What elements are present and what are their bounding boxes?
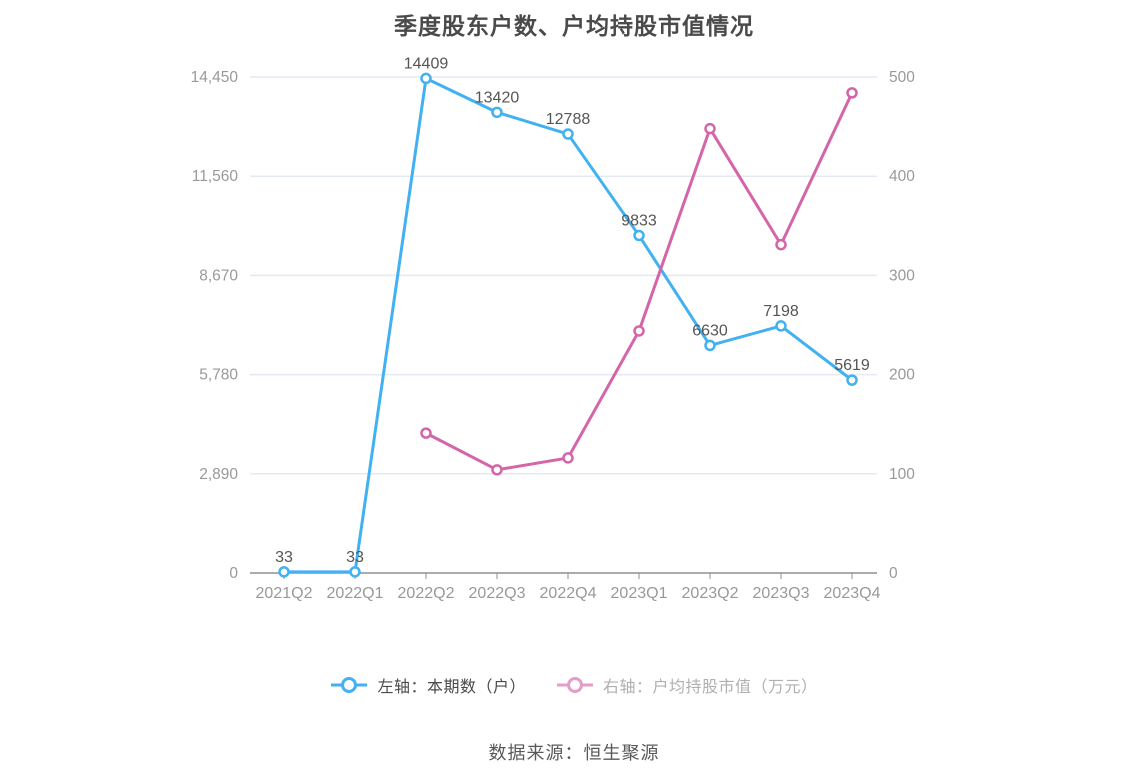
x-axis-label: 2023Q1 [611,585,668,602]
series-line-right [424,91,854,472]
left-axis-label: 2,890 [199,466,238,483]
data-label: 14409 [404,55,449,72]
chart-title: 季度股东户数、户均持股市值情况 [394,13,754,39]
data-label: 33 [275,549,293,566]
data-label: 12788 [546,111,591,128]
data-point-left [704,339,716,352]
x-axis-label: 2022Q4 [540,585,597,602]
x-axis-label: 2023Q3 [753,585,810,602]
data-point-right [775,238,787,251]
data-label: 5619 [834,357,870,374]
left-axis-label: 11,560 [192,168,239,185]
left-axis-label: 0 [229,565,238,582]
data-point-left [420,72,432,85]
legend-marker-pink-line-icon [557,677,593,693]
right-axis-label: 200 [889,367,915,384]
series-line-left [282,76,854,574]
right-axis-label: 500 [889,69,915,86]
right-axis-label: 300 [889,267,915,284]
data-point-left [491,106,503,119]
data-point-right [633,325,645,337]
data-point-left [349,566,361,578]
left-axis-label: 8,670 [199,267,238,284]
data-point-left [278,566,290,578]
data-point-right [562,452,574,464]
right-axis-label: 400 [889,168,915,185]
data-label: 9833 [621,212,657,229]
data-source-text: 数据来源：恒生聚源 [488,743,660,763]
legend-label-left-axis: 左轴：本期数（户） [377,679,526,696]
legend-marker-blue-line-icon [331,677,368,693]
right-axis-label: 0 [889,565,898,582]
x-axis-label: 2022Q1 [327,585,384,602]
x-axis-label: 2022Q3 [469,585,526,602]
right-axis-label: 100 [889,466,915,483]
data-point-right [704,122,716,135]
data-point-left [846,374,858,386]
legend-item-right-axis[interactable]: 右轴：户均持股市值（万元） [556,673,818,697]
left-axis-label: 5,780 [199,367,238,384]
data-point-right [491,464,503,476]
data-point-left [775,320,787,332]
data-point-right [846,87,858,99]
legend: 左轴：本期数（户） 右轴：户均持股市值（万元） [0,673,1148,697]
data-label: 7198 [763,303,799,320]
data-point-left [562,128,574,140]
x-axis-label: 2023Q2 [682,585,739,602]
x-axis-label: 2023Q4 [824,585,881,602]
data-label: 13420 [475,89,520,106]
data-point-left [633,229,645,242]
data-point-right [420,427,432,439]
left-axis-label: 14,450 [191,69,239,86]
data-label: 33 [346,549,364,566]
legend-label-right-axis: 右轴：户均持股市值（万元） [603,679,818,696]
legend-item-left-axis[interactable]: 左轴：本期数（户） [330,673,526,697]
data-label: 6630 [692,322,728,339]
x-axis-label: 2021Q2 [256,585,313,602]
x-axis-label: 2022Q2 [398,585,455,602]
